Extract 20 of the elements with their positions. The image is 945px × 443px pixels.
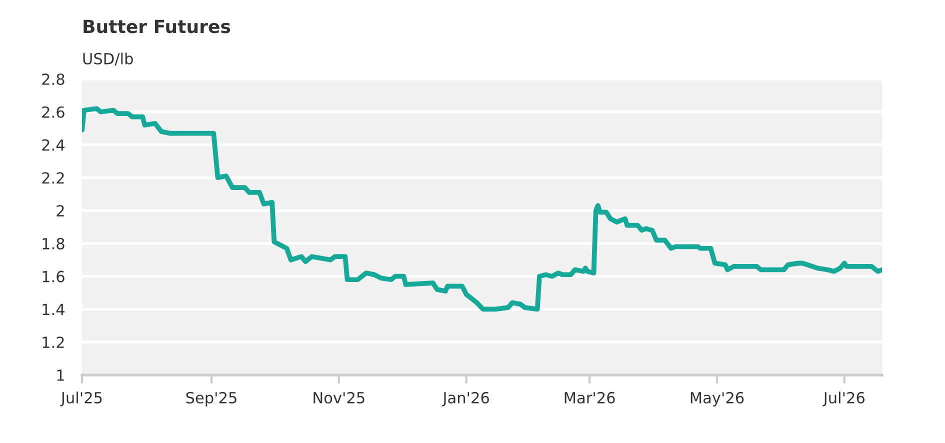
x-tick-label: Sep'25 xyxy=(186,392,236,406)
y-tick-label: 2.6 xyxy=(42,106,64,118)
x-tick-label: Jan'26 xyxy=(442,392,489,406)
y-tick-label: 1.8 xyxy=(42,238,64,250)
y-tick-label: 1.4 xyxy=(42,304,64,316)
y-tick-label: 1.6 xyxy=(42,270,64,282)
y-tick-label: 2.4 xyxy=(42,139,64,151)
y-tick-label: 2.2 xyxy=(42,172,64,184)
x-tick-label: Jul'26 xyxy=(822,392,864,406)
y-axis-title: USD/lb xyxy=(83,52,133,66)
chart-title: Butter Futures xyxy=(84,20,230,34)
y-tick-label: 1 xyxy=(57,370,64,381)
x-tick-label: Mar'26 xyxy=(564,392,615,404)
y-tick-label: 1.2 xyxy=(42,336,64,348)
x-tick-label: Jul'25 xyxy=(60,392,102,406)
line-series xyxy=(82,106,882,312)
x-tick-label: Nov'25 xyxy=(314,392,364,404)
x-tick-label: May'26 xyxy=(690,392,744,406)
y-tick-label: 2 xyxy=(56,205,64,216)
y-tick-label: 2.8 xyxy=(42,73,64,86)
